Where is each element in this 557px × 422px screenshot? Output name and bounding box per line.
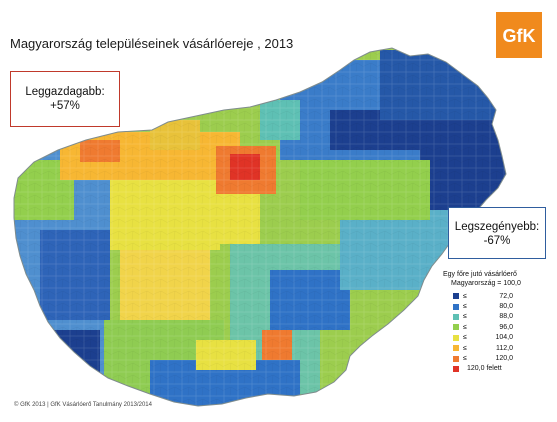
- gfk-logo: GfK: [496, 12, 542, 58]
- legend-item: ≤80,0: [443, 301, 551, 311]
- legend-swatch: [453, 293, 459, 300]
- poorest-label: Legszegényebb:: [454, 221, 540, 233]
- legend-item: ≤112,0: [443, 343, 551, 353]
- legend-title: Egy főre jutó vásárlóerő: [443, 271, 517, 278]
- legend-item: ≤72,0: [443, 291, 551, 301]
- legend-items: ≤72,0 ≤80,0 ≤88,0 ≤96,0 ≤104,0 ≤112,0 ≤120,0 12…: [443, 291, 551, 374]
- legend-value: 120,0: [495, 355, 513, 363]
- legend-value: 112,0: [496, 344, 513, 352]
- legend-value: 72,0: [499, 292, 513, 300]
- poorest-callout: Legszegényebb: -67%: [448, 207, 546, 259]
- richest-label: Leggazdagabb:: [25, 86, 105, 98]
- legend-swatch: [453, 334, 459, 341]
- legend-swatch: [453, 355, 459, 362]
- richest-value: +57%: [50, 100, 80, 112]
- legend-value: 104,0: [495, 334, 513, 342]
- source-footer: © GfK 2013 | GfK Vásárlóerő Tanulmány 20…: [14, 402, 152, 408]
- legend-swatch: [453, 313, 459, 320]
- map-title: Magyarország településeinek vásárlóereje…: [10, 36, 294, 51]
- richest-callout: Leggazdagabb: +57%: [10, 71, 120, 127]
- legend-swatch: [453, 324, 459, 331]
- legend-value: 88,0: [499, 313, 513, 321]
- legend-symbol: ≤: [463, 344, 467, 352]
- poorest-value: -67%: [483, 235, 511, 247]
- legend-symbol: ≤: [463, 313, 467, 321]
- legend-value: 120,0 felett: [467, 365, 502, 373]
- legend-symbol: ≤: [463, 334, 467, 342]
- legend-symbol: ≤: [463, 292, 467, 300]
- legend-item: ≤96,0: [443, 322, 551, 332]
- legend-item: ≤104,0: [443, 333, 551, 343]
- map-legend: Egy főre jutó vásárlóerő Magyarország = …: [443, 270, 551, 374]
- legend-swatch: [453, 345, 459, 352]
- legend-item: ≤88,0: [443, 312, 551, 322]
- svg-text:GfK: GfK: [503, 26, 536, 46]
- legend-swatch: [453, 365, 459, 372]
- legend-swatch: [453, 303, 459, 310]
- legend-symbol: ≤: [463, 303, 467, 311]
- legend-symbol: ≤: [463, 323, 467, 331]
- legend-subtitle: Magyarország = 100,0: [451, 280, 521, 287]
- legend-value: 80,0: [499, 303, 513, 311]
- legend-item: ≤120,0: [443, 353, 551, 363]
- legend-item: 120,0 felett: [443, 364, 551, 374]
- legend-symbol: ≤: [463, 355, 467, 363]
- legend-value: 96,0: [499, 323, 513, 331]
